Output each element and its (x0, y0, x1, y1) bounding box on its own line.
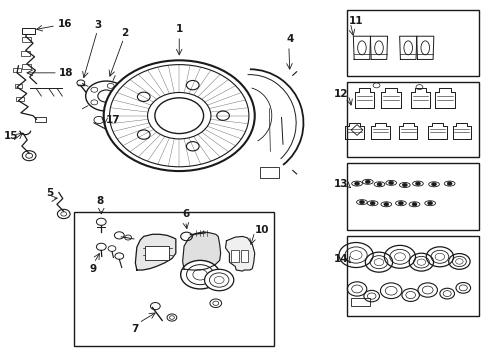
Bar (260, 167, 279, 178)
Text: 10: 10 (255, 225, 269, 235)
Bar (347, 82, 479, 157)
Text: 16: 16 (57, 18, 72, 28)
Circle shape (181, 260, 220, 289)
Circle shape (402, 183, 407, 187)
Bar (231, 249, 239, 262)
Circle shape (428, 202, 433, 205)
Polygon shape (225, 237, 255, 271)
Circle shape (86, 81, 126, 111)
Circle shape (355, 182, 360, 185)
Text: 18: 18 (59, 68, 74, 78)
Text: 9: 9 (89, 264, 97, 274)
Bar (16, 97, 24, 101)
Bar (347, 163, 479, 230)
Text: 4: 4 (286, 33, 294, 44)
Polygon shape (183, 232, 220, 270)
Bar (145, 246, 169, 260)
Bar (23, 64, 31, 68)
Text: 15: 15 (4, 131, 19, 141)
Text: 5: 5 (47, 188, 54, 198)
Bar (22, 28, 35, 34)
Text: 3: 3 (94, 20, 101, 30)
Text: 7: 7 (132, 324, 139, 334)
Bar (74, 212, 274, 346)
Bar (347, 237, 479, 316)
Text: 13: 13 (334, 179, 348, 189)
Bar (347, 10, 479, 76)
Circle shape (204, 269, 234, 291)
Polygon shape (135, 234, 176, 270)
Circle shape (416, 182, 420, 185)
Circle shape (432, 183, 437, 186)
Bar (241, 249, 248, 262)
Circle shape (384, 203, 389, 206)
Bar (15, 84, 23, 88)
Text: 1: 1 (175, 23, 183, 33)
Bar (21, 51, 30, 56)
Bar (35, 117, 46, 122)
Text: 6: 6 (182, 209, 189, 219)
Circle shape (370, 202, 375, 205)
Text: 12: 12 (334, 89, 348, 99)
Circle shape (412, 203, 417, 206)
Bar (22, 37, 30, 42)
Circle shape (147, 93, 211, 139)
Text: 11: 11 (349, 16, 364, 26)
Text: 14: 14 (334, 253, 348, 264)
Circle shape (377, 183, 382, 186)
Circle shape (398, 202, 403, 205)
Text: 2: 2 (121, 28, 128, 38)
Text: 17: 17 (106, 115, 121, 125)
Bar (13, 68, 21, 72)
Bar (351, 298, 370, 306)
Circle shape (104, 60, 255, 171)
Circle shape (366, 180, 370, 184)
Circle shape (360, 201, 365, 204)
Text: 8: 8 (97, 196, 104, 206)
Circle shape (447, 182, 452, 185)
Circle shape (389, 181, 393, 185)
